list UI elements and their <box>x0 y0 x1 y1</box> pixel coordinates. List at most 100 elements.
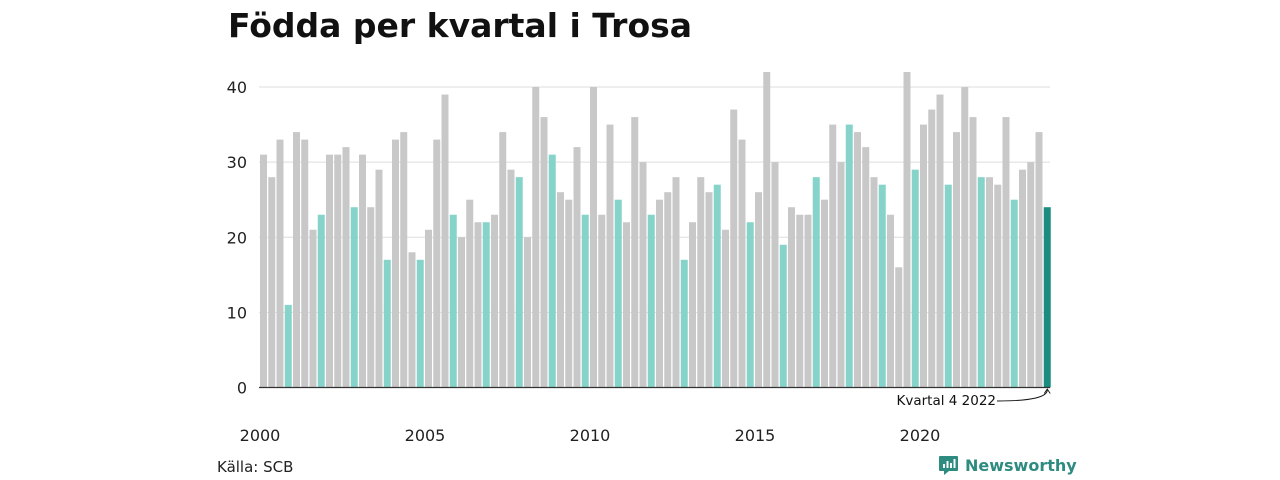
bar <box>433 139 441 388</box>
bar <box>994 184 1002 388</box>
bar <box>590 87 597 388</box>
bar <box>359 154 366 388</box>
bar <box>515 177 523 388</box>
bar <box>680 259 688 388</box>
bar <box>763 72 771 388</box>
bar <box>392 139 399 388</box>
bar <box>441 94 449 388</box>
chart-title: Födda per kvartal i Trosa <box>228 6 693 45</box>
bar <box>260 154 267 388</box>
bar <box>969 117 977 388</box>
y-tick-label: 40 <box>227 78 247 97</box>
brand-logo: Newsworthy <box>938 455 1077 476</box>
brand-name: Newsworthy <box>965 456 1077 475</box>
y-tick-label: 10 <box>227 303 247 322</box>
bar <box>730 109 738 388</box>
bar <box>977 177 985 388</box>
bar <box>1010 199 1018 388</box>
bar <box>309 229 317 388</box>
bar <box>383 259 391 388</box>
bar <box>796 214 804 388</box>
bar <box>342 147 350 388</box>
bar <box>854 132 861 388</box>
bar <box>548 154 556 388</box>
bar <box>870 177 878 388</box>
bar <box>845 124 853 388</box>
bar <box>689 222 696 388</box>
bar <box>1002 117 1010 388</box>
bar <box>284 304 292 388</box>
annotation-arrowhead <box>1043 388 1051 394</box>
bar <box>779 244 787 388</box>
bar <box>499 132 507 388</box>
bar <box>367 207 375 388</box>
bar <box>705 192 713 388</box>
bar <box>722 229 729 388</box>
bar <box>1043 207 1051 388</box>
bar <box>532 87 540 388</box>
bar <box>895 267 903 388</box>
bar <box>829 124 837 388</box>
bar <box>788 207 795 388</box>
bar <box>928 109 936 388</box>
bar <box>804 214 812 388</box>
x-tick-label: 2020 <box>900 426 941 445</box>
y-tick-label: 30 <box>227 153 247 172</box>
bar <box>1035 132 1043 388</box>
bar <box>639 162 647 388</box>
bar <box>1027 162 1035 388</box>
bar <box>771 162 779 388</box>
bar <box>936 94 944 388</box>
bar <box>623 222 630 388</box>
bar <box>350 207 358 388</box>
bar <box>524 237 531 388</box>
bar <box>268 177 276 388</box>
x-tick-label: 2010 <box>570 426 611 445</box>
bar <box>647 214 655 388</box>
bar <box>293 132 300 388</box>
source-label: Källa: SCB <box>217 458 294 476</box>
y-tick-label: 0 <box>237 379 247 398</box>
bar <box>400 132 408 388</box>
bar <box>713 184 721 388</box>
bar <box>425 229 432 388</box>
bar <box>697 177 705 388</box>
bar <box>656 199 663 388</box>
x-tick-label: 2005 <box>405 426 446 445</box>
bar <box>878 184 886 388</box>
bar <box>961 87 969 388</box>
x-tick-label: 2015 <box>735 426 776 445</box>
bar <box>862 147 870 388</box>
bar <box>821 199 828 388</box>
bar <box>326 154 333 388</box>
bar <box>375 169 383 388</box>
bar <box>631 117 639 388</box>
bar <box>755 192 762 388</box>
annotation-label: Kvartal 4 2022 <box>896 393 996 409</box>
bar <box>317 214 325 388</box>
bar <box>458 237 465 388</box>
bar <box>738 139 746 388</box>
bar <box>986 177 993 388</box>
bar <box>598 214 606 388</box>
bar <box>301 139 309 388</box>
y-tick-label: 20 <box>227 228 247 247</box>
bar <box>746 222 754 388</box>
bar <box>581 214 589 388</box>
bar <box>557 192 564 388</box>
bar <box>606 124 614 388</box>
bar <box>482 222 490 388</box>
bar <box>565 199 573 388</box>
bar <box>491 214 498 388</box>
bar <box>911 169 919 388</box>
bar <box>334 154 342 388</box>
bar <box>664 192 672 388</box>
bar <box>944 184 952 388</box>
bar <box>449 214 457 388</box>
newsworthy-logo-icon <box>939 456 958 475</box>
bar <box>887 214 894 388</box>
bar <box>276 139 284 388</box>
bar <box>837 162 845 388</box>
bar <box>507 169 515 388</box>
